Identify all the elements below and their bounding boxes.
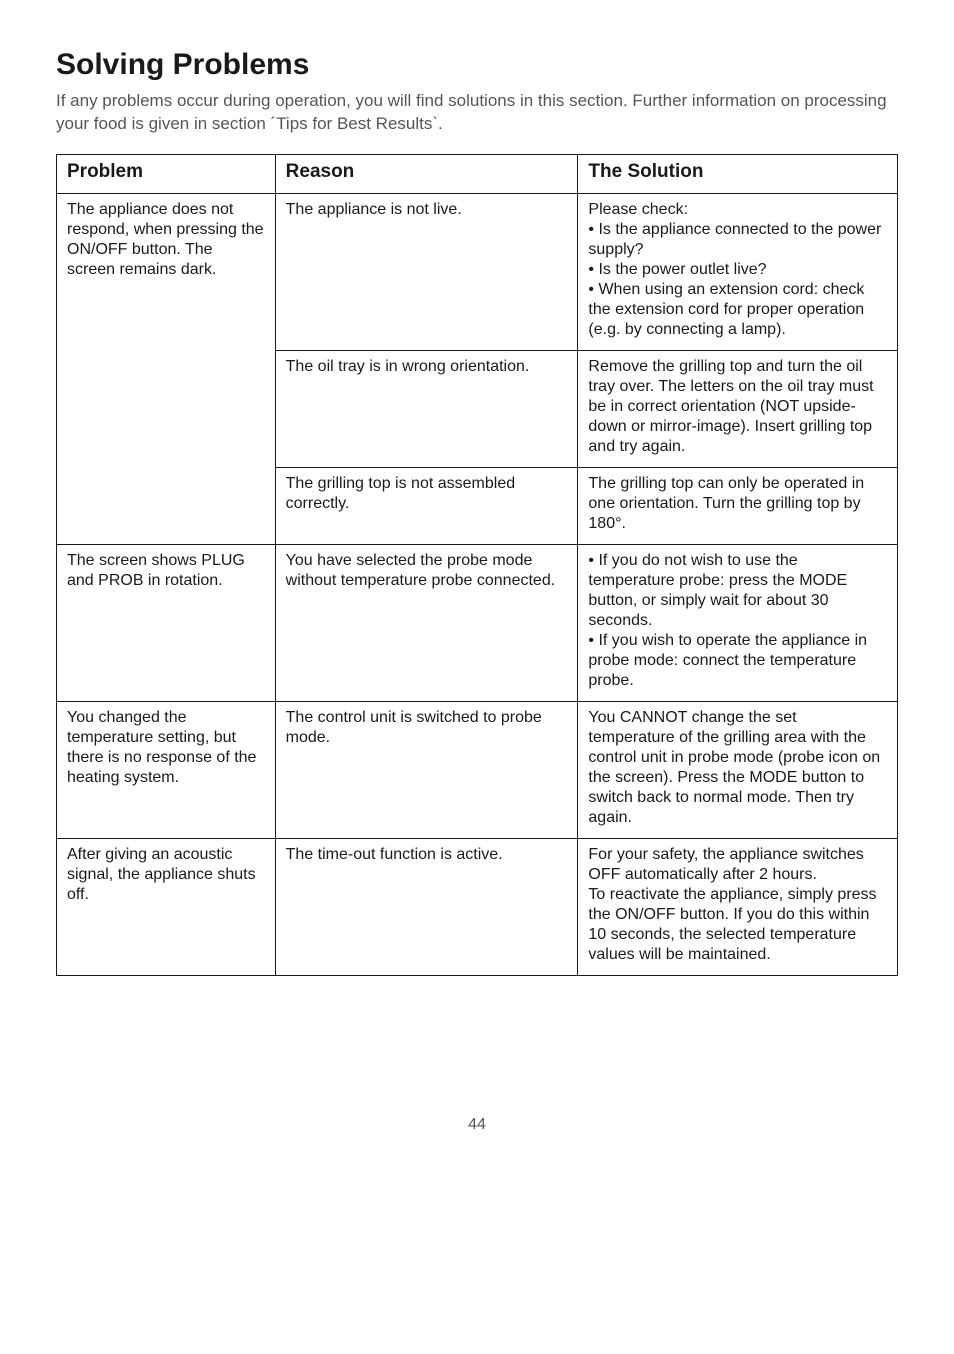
table-row: After giving an acoustic signal, the app…	[57, 838, 898, 975]
cell-reason: The grilling top is not assembled correc…	[275, 467, 578, 544]
cell-solution: You CANNOT change the set temperature of…	[578, 701, 898, 838]
cell-problem: The screen shows PLUG and PROB in rotati…	[57, 544, 276, 701]
cell-reason: The oil tray is in wrong orientation.	[275, 350, 578, 467]
header-problem: Problem	[57, 154, 276, 193]
cell-reason: You have selected the probe mode without…	[275, 544, 578, 701]
header-reason: Reason	[275, 154, 578, 193]
table-row: The screen shows PLUG and PROB in rotati…	[57, 544, 898, 701]
cell-problem: The appliance does not respond, when pre…	[57, 193, 276, 544]
cell-problem: After giving an acoustic signal, the app…	[57, 838, 276, 975]
page-number: 44	[56, 1116, 898, 1134]
cell-reason: The time-out function is active.	[275, 838, 578, 975]
cell-problem: You changed the temperature setting, but…	[57, 701, 276, 838]
cell-solution: The grilling top can only be operated in…	[578, 467, 898, 544]
troubleshooting-table: Problem Reason The Solution The applianc…	[56, 154, 898, 976]
table-row: You changed the temperature setting, but…	[57, 701, 898, 838]
cell-reason: The appliance is not live.	[275, 193, 578, 350]
page-title: Solving Problems	[56, 48, 898, 82]
cell-solution: Remove the grilling top and turn the oil…	[578, 350, 898, 467]
cell-solution: • If you do not wish to use the temperat…	[578, 544, 898, 701]
cell-solution: For your safety, the appliance switches …	[578, 838, 898, 975]
table-row: The appliance does not respond, when pre…	[57, 193, 898, 350]
intro-text: If any problems occur during operation, …	[56, 90, 898, 136]
header-solution: The Solution	[578, 154, 898, 193]
cell-reason: The control unit is switched to probe mo…	[275, 701, 578, 838]
cell-solution: Please check:• Is the appliance connecte…	[578, 193, 898, 350]
